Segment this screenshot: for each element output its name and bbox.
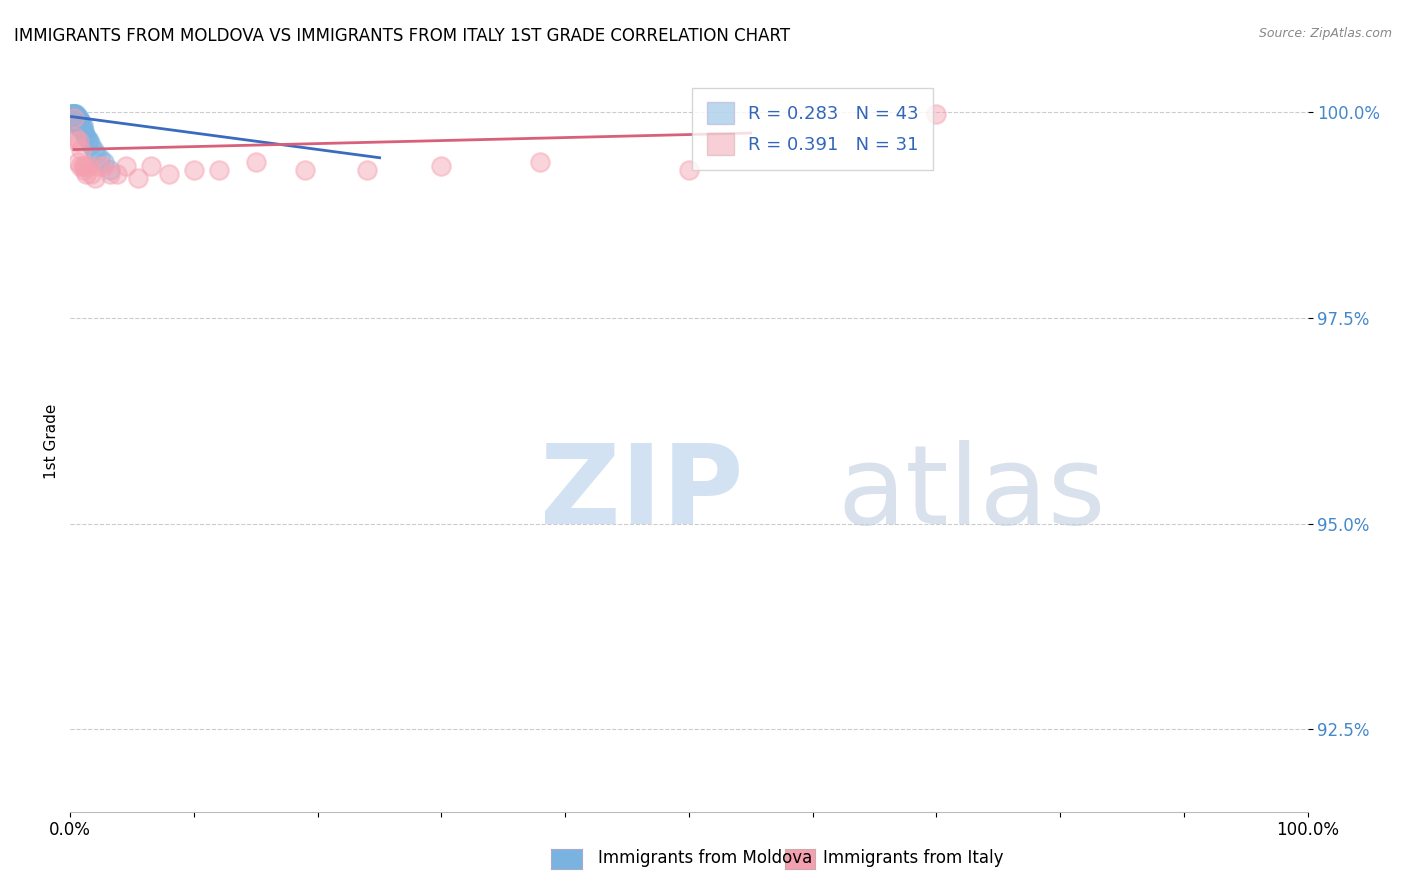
Point [65,110,87,124]
Point [105,167,128,181]
Point [67,113,90,128]
Point [80,138,103,153]
Point [83,143,105,157]
Point [65,130,87,145]
Point [356,163,378,178]
Point [72,159,94,173]
Point [65,107,87,121]
Text: Immigrants from Italy: Immigrants from Italy [823,849,1002,867]
Point [84,171,107,186]
Point [77,134,100,148]
Point [70,115,93,129]
Point [75,128,97,143]
Point [80,167,103,181]
Point [72,122,94,136]
Point [84,146,107,161]
Text: atlas: atlas [838,440,1107,547]
Point [70,143,93,157]
Point [73,126,96,140]
Point [65,118,87,132]
Point [66,118,89,132]
Point [60,107,83,121]
Point [63,110,86,124]
Point [139,159,162,173]
Text: IMMIGRANTS FROM MOLDOVA VS IMMIGRANTS FROM ITALY 1ST GRADE CORRELATION CHART: IMMIGRANTS FROM MOLDOVA VS IMMIGRANTS FR… [14,27,790,45]
Point [529,154,551,169]
Point [72,118,94,132]
Point [183,163,205,178]
Point [93,154,115,169]
Point [62,107,84,121]
Point [65,113,87,128]
Point [65,134,87,148]
Point [115,159,138,173]
Point [87,159,110,173]
Point [93,159,115,173]
Point [66,113,89,128]
Text: Source: ZipAtlas.com: Source: ZipAtlas.com [1258,27,1392,40]
Point [925,107,948,121]
Point [208,163,231,178]
Point [70,122,93,136]
Point [89,151,111,165]
Y-axis label: 1st Grade: 1st Grade [44,404,59,479]
Point [66,154,89,169]
Point [75,167,97,181]
Point [63,107,86,121]
Point [75,130,97,145]
Point [294,163,316,178]
Point [69,118,91,132]
Legend: R = 0.283   N = 43, R = 0.391   N = 31: R = 0.283 N = 43, R = 0.391 N = 31 [692,87,934,169]
Point [62,107,84,121]
Point [67,118,90,132]
Point [157,167,180,181]
Point [62,112,84,126]
Point [678,163,700,178]
Point [63,112,86,126]
Point [430,159,453,173]
Point [66,110,89,124]
Point [67,134,90,148]
Point [77,159,100,173]
Text: Immigrants from Moldova: Immigrants from Moldova [598,849,811,867]
Point [63,112,86,126]
Point [73,123,96,137]
Text: ZIP: ZIP [540,440,744,547]
Point [65,107,87,121]
Point [98,167,121,181]
Point [73,163,96,178]
Point [63,115,86,129]
Point [69,159,91,173]
Point [76,132,98,146]
Point [127,171,149,186]
Point [65,110,87,124]
Point [75,159,97,173]
Point [65,115,87,129]
Point [69,113,91,128]
Point [67,112,90,126]
Point [245,154,267,169]
Point [63,107,86,121]
Point [60,107,83,121]
Point [98,163,121,178]
Point [63,113,86,128]
Point [65,115,87,129]
